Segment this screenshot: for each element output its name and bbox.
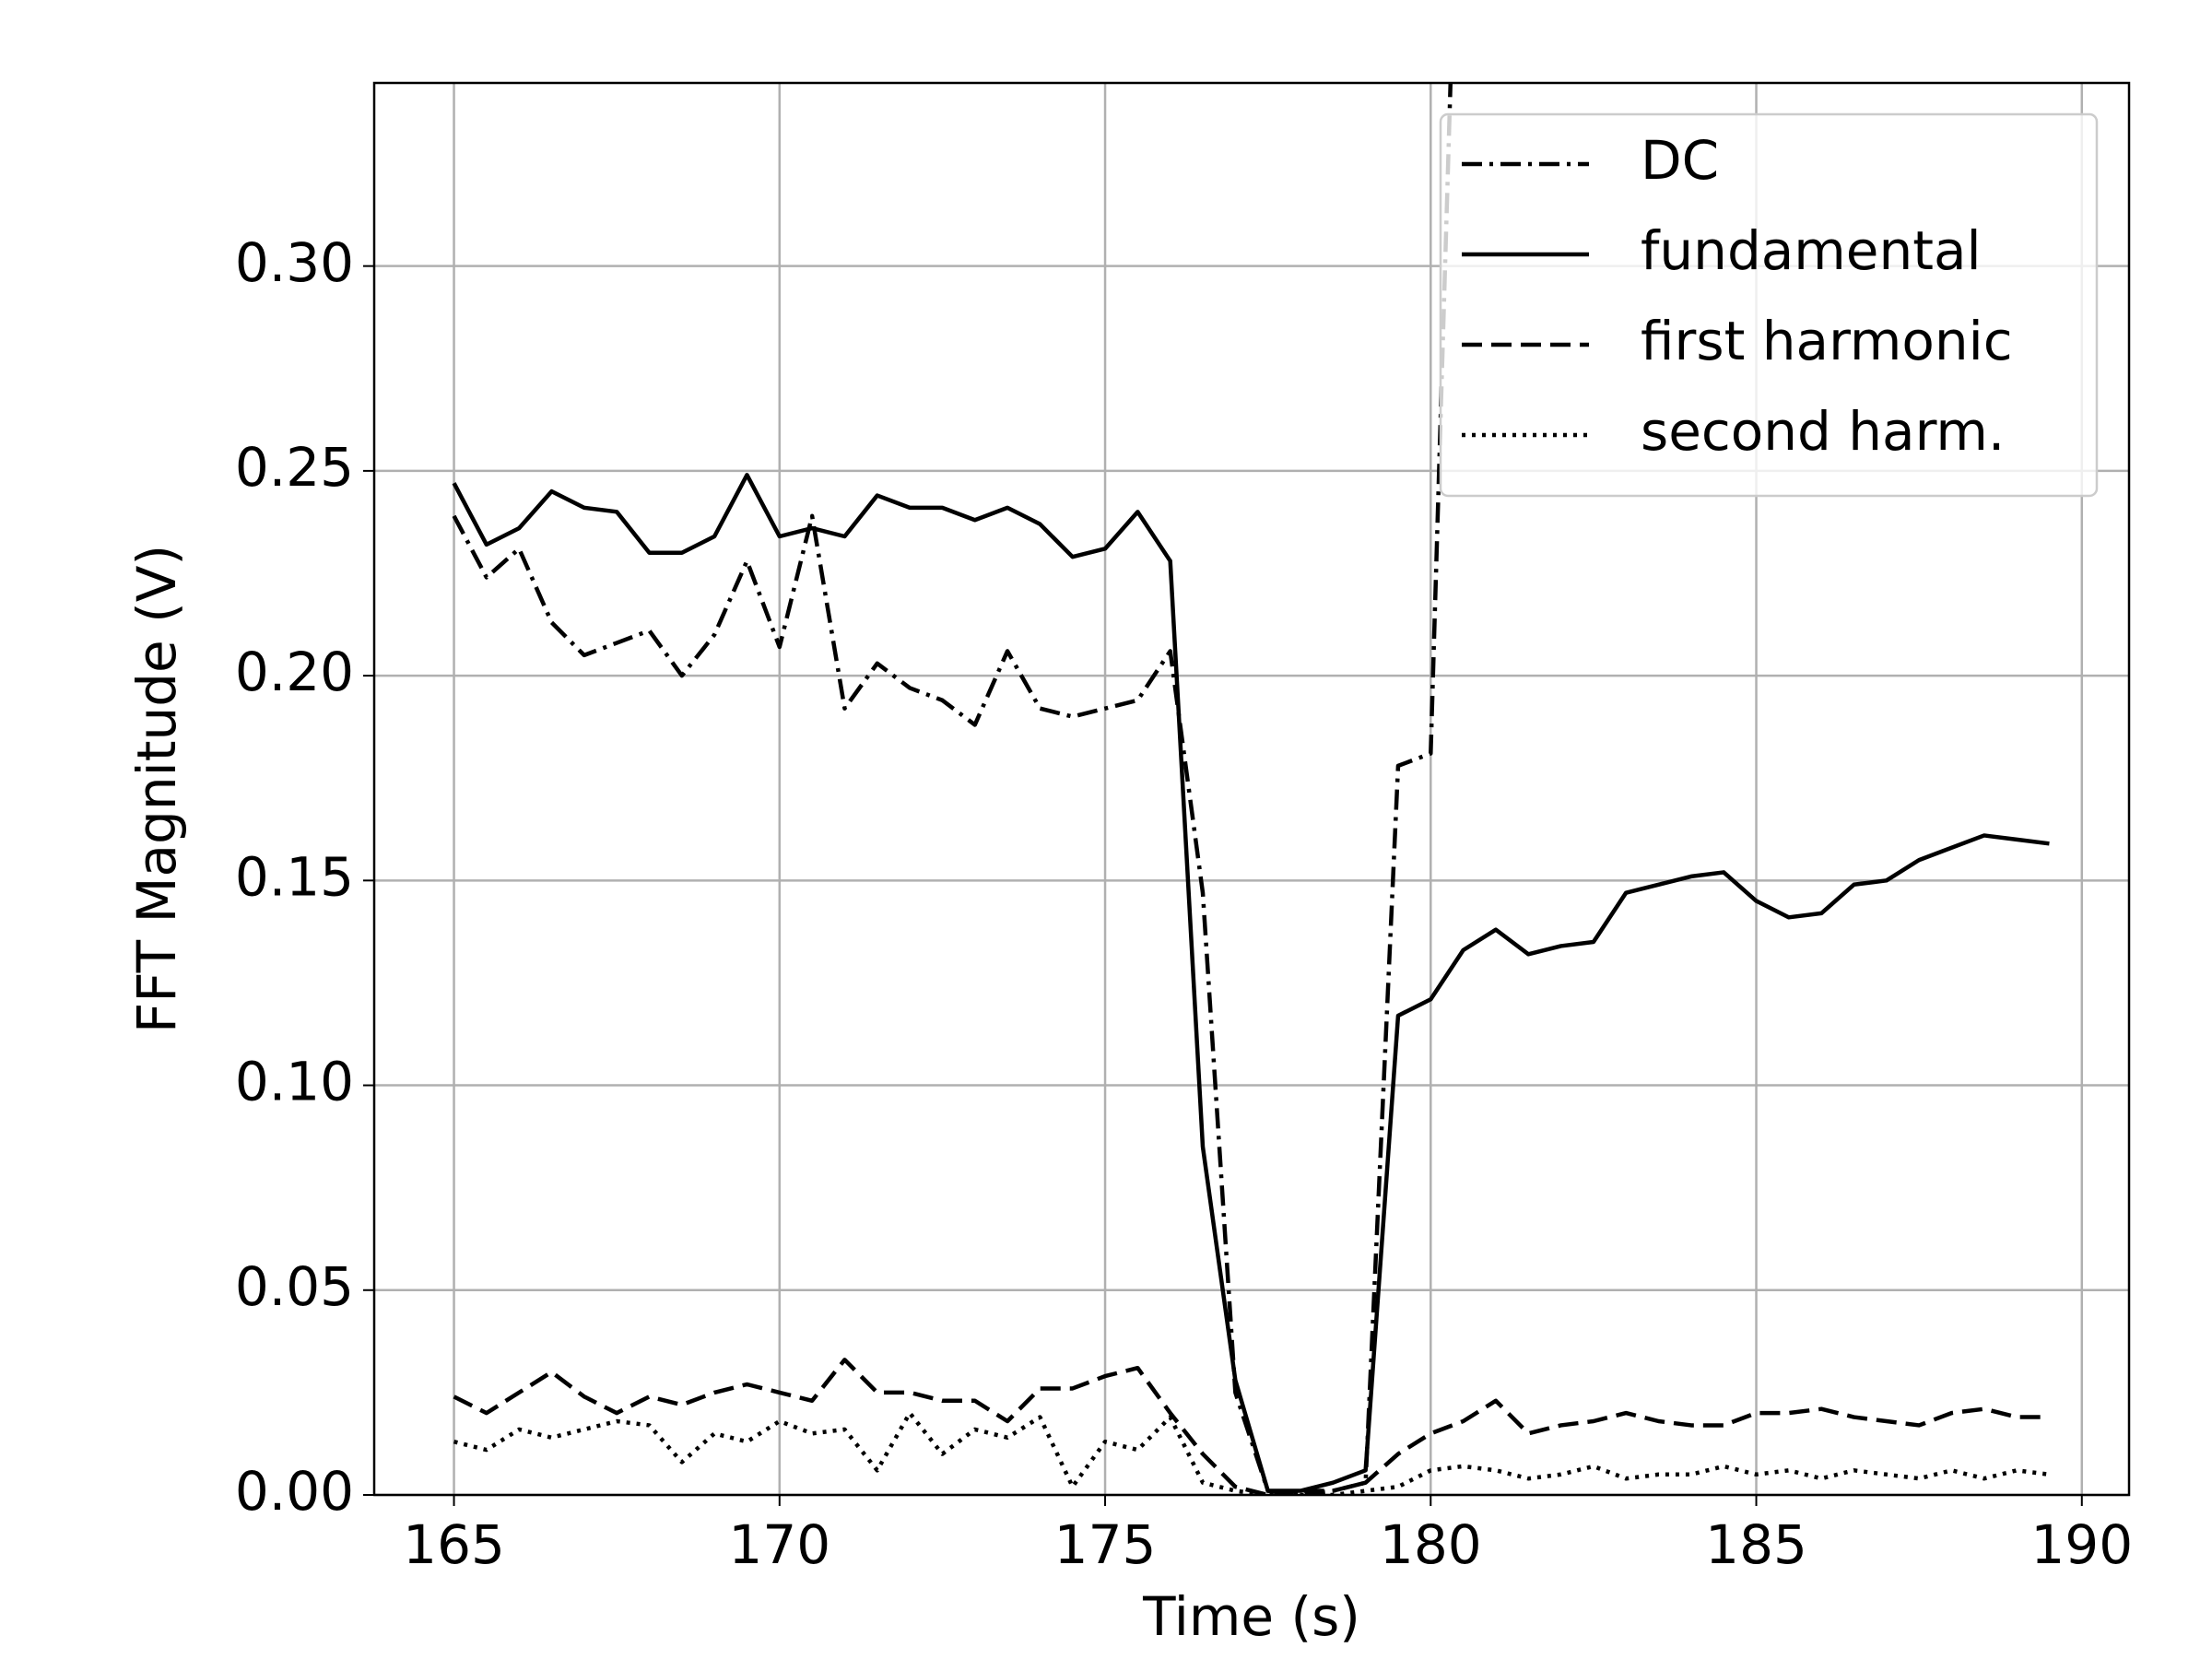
legend-label: second harm. [1641, 400, 2005, 463]
legend-label: first harmonic [1641, 310, 2013, 372]
x-tick-label: 175 [1054, 1513, 1157, 1576]
series-line [452, 473, 2050, 1493]
legend-label: DC [1641, 129, 1719, 192]
legend-box [1439, 112, 2099, 498]
y-tick-label: 0.00 [235, 1460, 354, 1523]
x-tick-label: 170 [728, 1513, 830, 1576]
series-line [453, 1358, 2050, 1495]
y-tick-label: 0.15 [235, 845, 354, 908]
x-axis-label: Time (s) [1142, 1585, 1360, 1648]
axes-frame [372, 81, 2131, 1497]
y-tick-label: 0.05 [235, 1255, 354, 1318]
x-tick-label: 165 [403, 1513, 505, 1576]
x-tick-label: 190 [2030, 1513, 2133, 1576]
y-tick-label: 0.30 [235, 231, 354, 294]
y-axis-label: FFT Magnitude (V) [125, 545, 188, 1033]
y-tick-label: 0.10 [235, 1051, 354, 1113]
x-tick-label: 180 [1380, 1513, 1482, 1576]
y-tick-label: 0.20 [235, 641, 354, 703]
legend-label: fundamental [1641, 219, 1982, 282]
series-line [453, 1410, 2050, 1495]
x-tick-label: 185 [1705, 1513, 1807, 1576]
y-tick-label: 0.25 [235, 436, 354, 499]
series-line [452, 83, 1453, 1495]
